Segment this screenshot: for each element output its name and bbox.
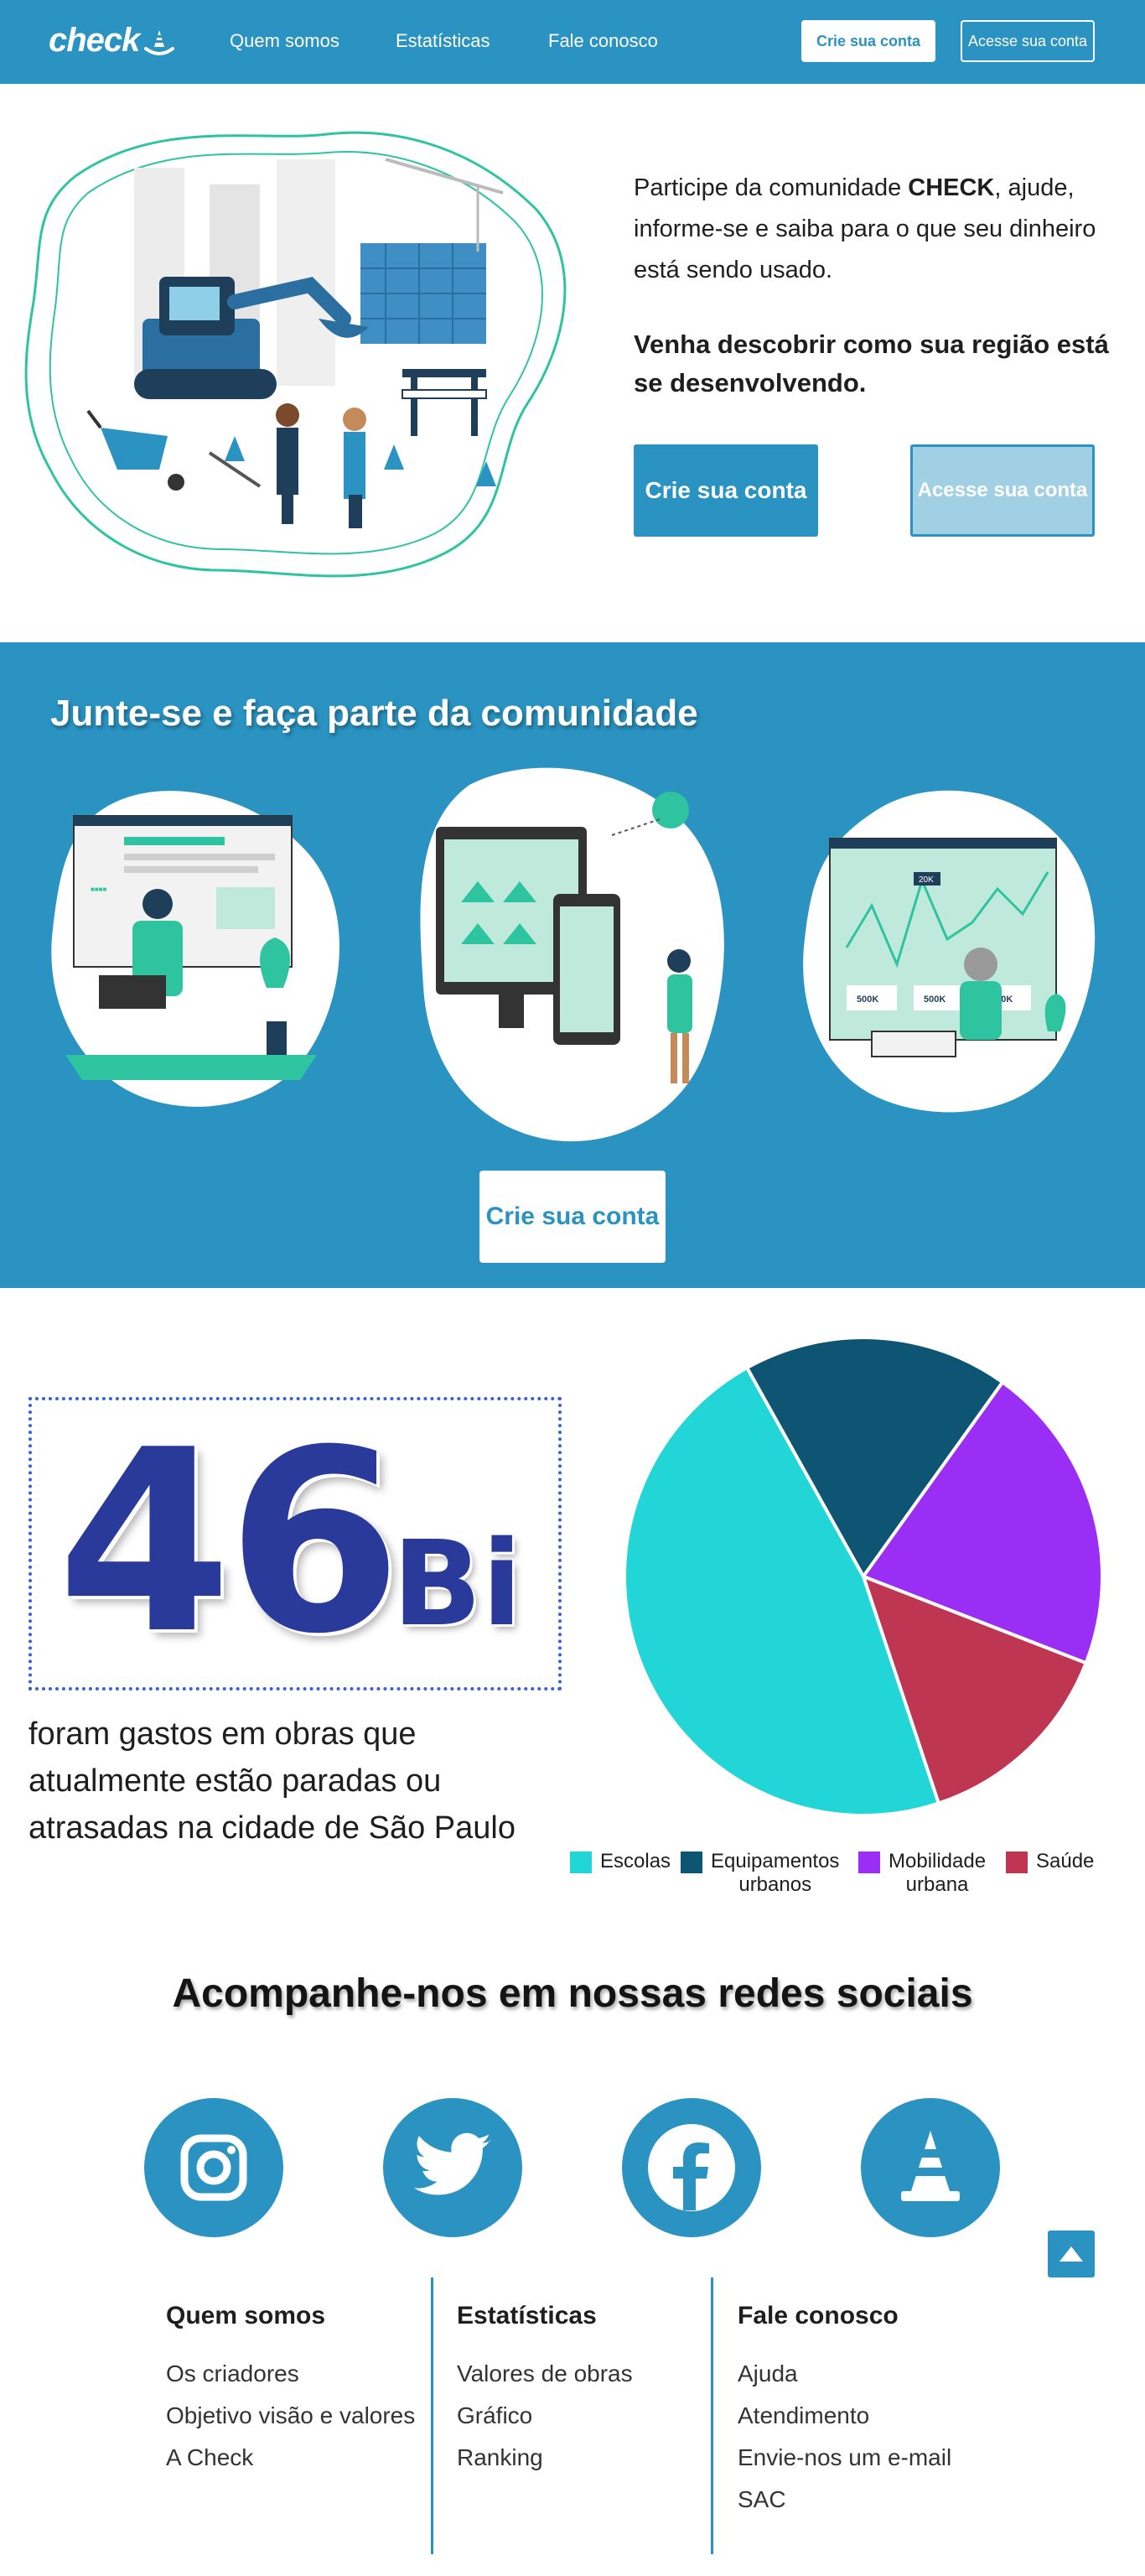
spending-number: 46 [57, 1396, 402, 1689]
footer-link-os-criadores[interactable]: Os criadores [166, 2360, 299, 2386]
footer-column-estatisticas: Estatísticas Valores de obras Gráfico Ra… [457, 2302, 633, 2486]
footer-column-fale-conosco: Fale conosco Ajuda Atendimento Envie-nos… [738, 2302, 951, 2528]
legend-swatch [1006, 1852, 1028, 1873]
nav-signup-button[interactable]: Crie sua conta [801, 20, 935, 62]
back-to-top-button[interactable] [1048, 2231, 1095, 2277]
pie-slice-equipamentos-urbanos [744, 1336, 1005, 1580]
nav-link-fale-conosco[interactable]: Fale conosco [548, 30, 658, 51]
legend-swatch [570, 1852, 592, 1873]
footer-link-valores-de-obras[interactable]: Valores de obras [457, 2360, 633, 2386]
nav-link-quem-somos[interactable]: Quem somos [230, 30, 339, 51]
top-navbar: check Quem somos Estatísticas Fale conos… [0, 0, 1145, 84]
footer-title: Estatísticas [457, 2302, 597, 2329]
spending-caption: foram gastos em obras que atualmente est… [28, 1716, 516, 1846]
twitter-icon[interactable] [383, 2098, 522, 2237]
legend-label: Escolas [600, 1850, 671, 1872]
logo-text: check [49, 22, 140, 59]
legend-label: Equipamentos urbanos [711, 1850, 840, 1896]
footer-link-email[interactable]: Envie-nos um e-mail [738, 2444, 952, 2470]
spending-unit: Bi [392, 1516, 522, 1653]
community-blob-center [420, 767, 724, 1142]
footer-link-a-check[interactable]: A Check [166, 2444, 254, 2470]
stat-label: 500K [924, 995, 946, 1005]
cone-icon[interactable] [861, 2098, 1000, 2237]
hero-login-button[interactable]: Acesse sua conta [910, 444, 1095, 537]
spending-pie-chart [623, 1336, 1104, 1817]
footer-link-grafico[interactable]: Gráfico [457, 2402, 533, 2428]
legend-swatch [858, 1852, 880, 1873]
footer-link-ranking[interactable]: Ranking [457, 2444, 543, 2470]
legend-item-escolas: Escolas [570, 1850, 671, 1873]
brand-name: CHECK [908, 174, 995, 201]
legend-label: Mobilidade urbana [889, 1850, 987, 1896]
footer-link-atendimento[interactable]: Atendimento [738, 2402, 870, 2428]
hero-signup-button[interactable]: Crie sua conta [634, 444, 818, 537]
svg-text:■■■■: ■■■■ [91, 886, 106, 893]
social-title: Acompanhe-nos em nossas redes sociais [172, 1971, 973, 2016]
spending-highlight-box: 46 Bi [28, 1397, 562, 1690]
chart-badge: 20K [919, 875, 934, 885]
community-title: Junte-se e faça parte da comunidade [50, 693, 698, 734]
nav-login-button[interactable]: Acesse sua conta [961, 20, 1095, 62]
footer-divider [431, 2277, 433, 2554]
stat-label: 500K [857, 995, 878, 1005]
legend-swatch [681, 1852, 702, 1873]
pie-slice-saude [860, 1573, 1089, 1806]
legend-item-saude: Saúde [1006, 1850, 1094, 1873]
community-section: Junte-se e faça parte da comunidade ■■■■ [0, 642, 1145, 1288]
legend-item-mobilidade-urbana: Mobilidade urbana [858, 1850, 986, 1897]
footer-link-sac[interactable]: SAC [738, 2486, 786, 2512]
facebook-icon[interactable] [622, 2098, 761, 2237]
nav-link-estatisticas[interactable]: Estatísticas [396, 30, 490, 51]
legend-item-equipamentos-urbanos: Equipamentos urbanos [681, 1850, 839, 1897]
footer-column-quem-somos: Quem somos Os criadores Objetivo visão e… [166, 2302, 415, 2486]
pie-slice-escolas [623, 1365, 941, 1817]
community-signup-button[interactable]: Crie sua conta [479, 1171, 666, 1263]
footer-divider [711, 2277, 713, 2554]
construction-illustration [24, 131, 567, 578]
hero-description: Participe da comunidade CHECK, ajude, in… [634, 174, 1096, 283]
footer-title: Quem somos [166, 2302, 326, 2329]
legend-label: Saúde [1036, 1850, 1095, 1872]
community-blob-right: 20K 500K 500K 500K [803, 790, 1096, 1113]
footer-link-ajuda[interactable]: Ajuda [738, 2360, 798, 2386]
footer-link-objetivo[interactable]: Objetivo visão e valores [166, 2402, 416, 2428]
hero-subheading: Venha descobrir como sua região está se … [634, 330, 1109, 397]
instagram-icon[interactable] [144, 2098, 283, 2237]
footer-title: Fale conosco [738, 2302, 899, 2329]
community-blob-left: ■■■■ [51, 791, 340, 1107]
arrow-up-icon [1060, 2246, 1083, 2262]
pie-legend: Escolas Equipamentos urbanos Mobilidade urba… [570, 1850, 1123, 1900]
cone-logo-icon [144, 30, 174, 55]
check-logo[interactable]: check [49, 22, 183, 64]
pie-slice-mobilidade-urbana [860, 1379, 1104, 1665]
